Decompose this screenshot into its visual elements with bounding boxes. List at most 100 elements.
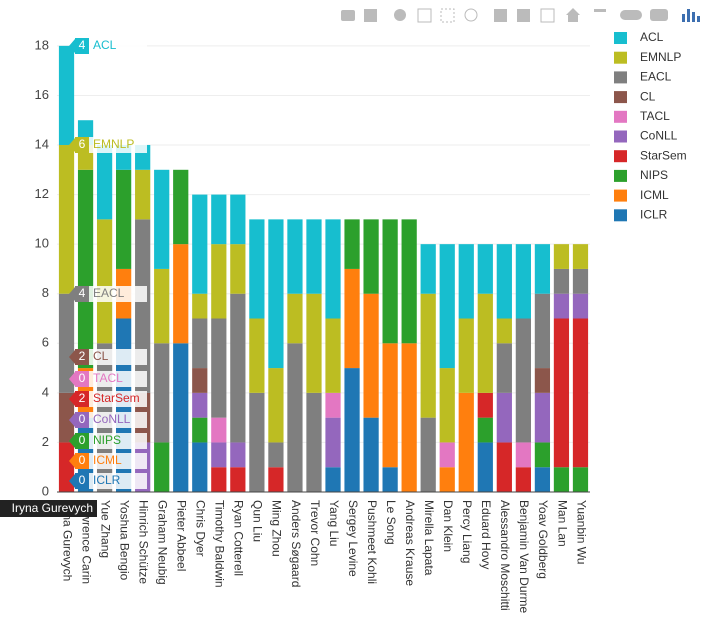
- bar-segment: [515, 318, 531, 443]
- legend-swatch[interactable]: [614, 209, 627, 222]
- bar-segment: [515, 442, 531, 468]
- bar-segment: [572, 318, 589, 468]
- bar-segment: [211, 244, 227, 319]
- hover-name: ICLR: [93, 473, 121, 487]
- hover-box: [89, 349, 147, 365]
- hover-value: 2: [79, 391, 86, 405]
- pan-icon[interactable]: [417, 8, 432, 23]
- hover-value-box: [75, 38, 89, 54]
- legend-swatch[interactable]: [614, 91, 627, 104]
- hover-closest-icon[interactable]: [620, 10, 642, 20]
- bar-segment: [192, 318, 208, 369]
- hover-name: EACL: [93, 286, 125, 300]
- hover-box: [89, 412, 147, 428]
- bar-segment: [154, 343, 170, 443]
- x-tick-label: Pushmeet Kohli: [365, 500, 379, 584]
- select-icon[interactable]: [440, 8, 455, 23]
- hover-label: 4 ACL: [69, 38, 147, 54]
- y-tick-label: 10: [35, 236, 49, 251]
- lasso-icon[interactable]: [464, 8, 478, 22]
- y-tick-label: 2: [42, 434, 49, 449]
- home-icon[interactable]: [566, 8, 580, 22]
- bar-segment: [401, 343, 417, 492]
- x-tick-label: Mirella Lapata: [422, 500, 436, 576]
- legend-swatch[interactable]: [614, 130, 627, 143]
- bar-segment: [135, 169, 151, 220]
- bar-segment: [211, 417, 227, 443]
- hover-value-box: [75, 412, 89, 428]
- x-tick-label: Ming Zhou: [270, 500, 284, 557]
- bar-segment: [325, 392, 341, 418]
- hover-name: ACL: [93, 38, 117, 52]
- x-tick-label: Yuanbin Wu: [574, 500, 588, 565]
- save-icon[interactable]: [364, 9, 377, 22]
- hover-name: ICML: [93, 453, 122, 467]
- spike-icon[interactable]: [594, 9, 606, 12]
- x-tick-label: Iryna Gurevych: [60, 500, 74, 581]
- autoscale-icon[interactable]: [540, 8, 555, 23]
- bar-segment: [192, 368, 208, 393]
- hover-label: 2 StarSem: [69, 391, 147, 407]
- bar-segment: [211, 318, 227, 418]
- bar-segment: [553, 467, 570, 492]
- bar-segment: [572, 244, 589, 269]
- camera-icon[interactable]: [341, 10, 355, 21]
- bar-segment: [439, 442, 455, 468]
- bar-segment: [58, 45, 75, 146]
- bar-segment: [154, 268, 170, 344]
- bar-segment: [77, 169, 94, 369]
- hover-compare-icon[interactable]: [650, 9, 668, 21]
- bar-segment: [496, 442, 512, 492]
- legend-swatch[interactable]: [614, 189, 627, 202]
- x-tick-label: Lawrence Carin: [79, 500, 93, 584]
- x-tick-label: Yang Liu: [327, 500, 341, 546]
- hover-label: 0 ICML: [69, 453, 147, 469]
- legend-swatch[interactable]: [614, 71, 627, 84]
- x-tick-label: Dan Klein: [441, 500, 455, 552]
- bar-segment: [230, 194, 246, 245]
- y-tick-label: 0: [42, 483, 49, 498]
- bar-segment: [496, 318, 512, 344]
- legend-swatch[interactable]: [614, 110, 627, 123]
- x-tick-label: Ryan Cotterell: [232, 500, 246, 576]
- hover-name: NIPS: [93, 433, 121, 447]
- zoom-icon[interactable]: [394, 9, 406, 21]
- legend-swatch[interactable]: [614, 169, 627, 182]
- bar-segment: [249, 392, 265, 492]
- hover-name: StarSem: [93, 391, 140, 405]
- plotly-logo[interactable]: [682, 9, 700, 22]
- hover-label: 2 CL: [69, 349, 147, 365]
- hover-label: 0 NIPS: [69, 433, 147, 449]
- bar-segment: [325, 219, 341, 319]
- hover-value: 4: [79, 38, 86, 52]
- x-tick-label: Yue Zhang: [98, 500, 112, 558]
- bar-segment: [572, 293, 589, 319]
- legend-swatch[interactable]: [614, 150, 627, 163]
- hover-value-box: [75, 473, 89, 489]
- bar-segment: [58, 293, 75, 393]
- zoom-out-icon[interactable]: [517, 9, 530, 22]
- bar-segment: [211, 442, 227, 468]
- bar-segment: [287, 293, 303, 344]
- hover-value-box: [75, 137, 89, 153]
- bar-segment: [496, 343, 512, 393]
- x-tick-label: Man Lan: [555, 500, 569, 547]
- bar-segment: [420, 244, 436, 294]
- bar-segment: [344, 219, 360, 269]
- zoom-in-icon[interactable]: [494, 9, 507, 22]
- bar-segment: [173, 343, 189, 492]
- bar-segment: [306, 293, 322, 393]
- hover-name: CoNLL: [93, 412, 131, 426]
- bar-segment: [211, 194, 227, 245]
- hover-value: 2: [79, 349, 86, 363]
- bar-segment: [382, 467, 398, 492]
- bar-segment: [192, 442, 208, 492]
- x-tick-label: Timothy Baldwin: [213, 500, 227, 588]
- bar-segment: [496, 244, 512, 319]
- legend-swatch[interactable]: [614, 51, 627, 64]
- x-tick-label: Yoav Goldberg: [536, 500, 550, 579]
- legend-swatch[interactable]: [614, 32, 627, 44]
- y-tick-label: 18: [35, 37, 49, 52]
- hover-box: [89, 137, 147, 153]
- x-tick-label: Trevor Cohn: [308, 500, 322, 566]
